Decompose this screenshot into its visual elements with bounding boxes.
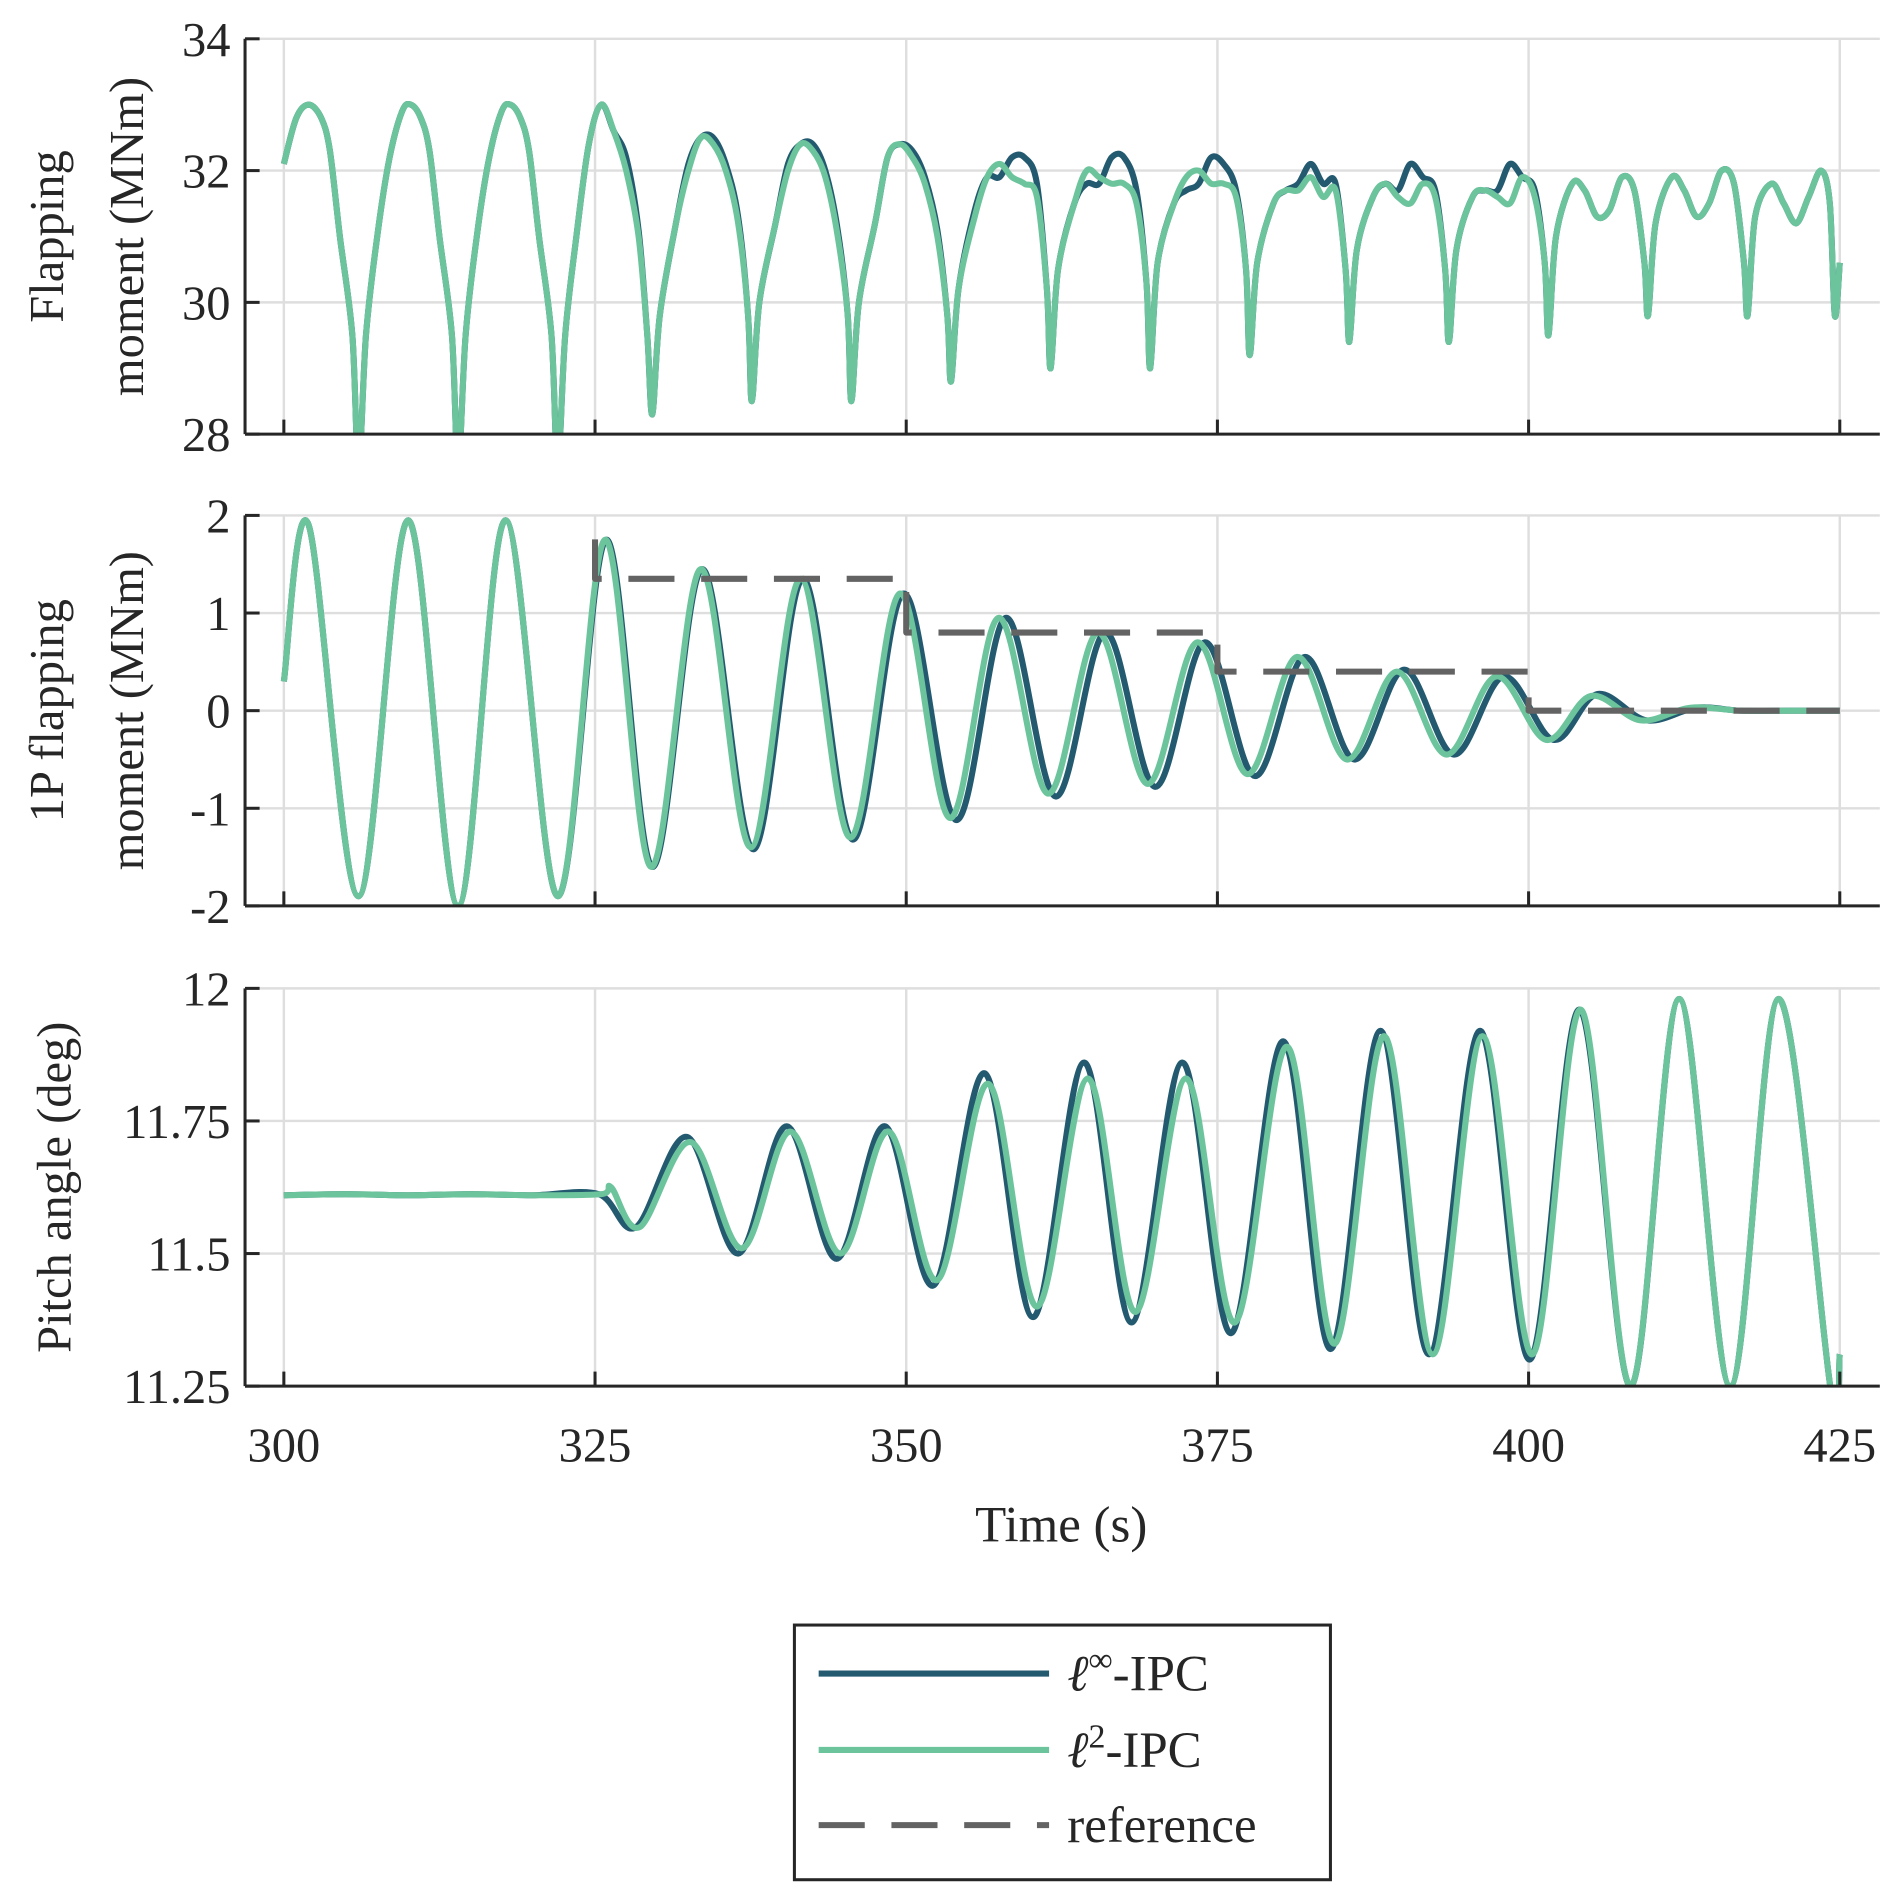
legend-entry-reference: reference [818, 1798, 1257, 1854]
y-tick-label: 11.75 [123, 1096, 230, 1149]
series-group [280, 515, 1840, 906]
panel-2: -2 -1 0 1 2 1P flapping moment (MNm) [21, 490, 1880, 934]
y-tick-label: 2 [206, 490, 230, 543]
series-line-l2-ipc [283, 995, 1843, 1387]
x-axis-label: Time (s) [975, 1497, 1147, 1553]
x-tick-label: 300 [247, 1419, 320, 1472]
y-axis-label: moment (MNm) [101, 77, 154, 396]
y-tick-label: 34 [182, 14, 231, 67]
y-tick-label: 30 [182, 277, 231, 330]
legend-label-reference: reference [1067, 1798, 1256, 1854]
y-axis-label: Pitch angle (deg) [28, 1022, 81, 1353]
x-tick-label: 350 [870, 1419, 943, 1472]
series-line-linf-ipc [280, 100, 1843, 435]
y-axis-label: moment (MNm) [101, 551, 154, 870]
y-tick-label: 0 [206, 686, 230, 739]
x-tick-label: 325 [559, 1419, 632, 1472]
legend-label-linf: ℓ∞-IPC [1067, 1642, 1209, 1702]
y-tick-label: -1 [190, 783, 230, 836]
legend: ℓ∞-IPC ℓ2-IPC reference [792, 1623, 1332, 1882]
y-axis-label: 1P flapping [21, 599, 74, 822]
x-tick-label: 375 [1181, 1419, 1254, 1472]
y-tick-label: 12 [182, 963, 231, 1016]
y-axis-label: Flapping [21, 150, 74, 322]
y-tick-label: 11.5 [147, 1229, 230, 1282]
x-tick-label: 400 [1492, 1419, 1565, 1472]
legend-entry-linf: ℓ∞-IPC [818, 1642, 1209, 1703]
panel-1: 28 30 32 34 Flapping moment (MNm) [21, 14, 1880, 462]
y-tick-label: 28 [182, 409, 231, 462]
y-tick-label: 1 [206, 588, 230, 641]
x-tick-label: 425 [1803, 1419, 1876, 1472]
series-line-l2-ipc [280, 100, 1843, 435]
series-line-reference [592, 515, 1840, 714]
legend-entry-l2: ℓ2-IPC [818, 1719, 1202, 1779]
series-group [283, 995, 1843, 1387]
legend-label-l2: ℓ2-IPC [1067, 1719, 1201, 1779]
series-line-l2-ipc [280, 517, 1840, 906]
y-tick-label: -2 [190, 881, 230, 934]
panel-3: 11.25 11.5 11.75 12 Pitch angle (deg) 300 325 3… [28, 963, 1880, 1553]
y-tick-label: 11.25 [123, 1361, 230, 1414]
series-group [280, 100, 1843, 435]
y-tick-label: 32 [182, 146, 231, 199]
